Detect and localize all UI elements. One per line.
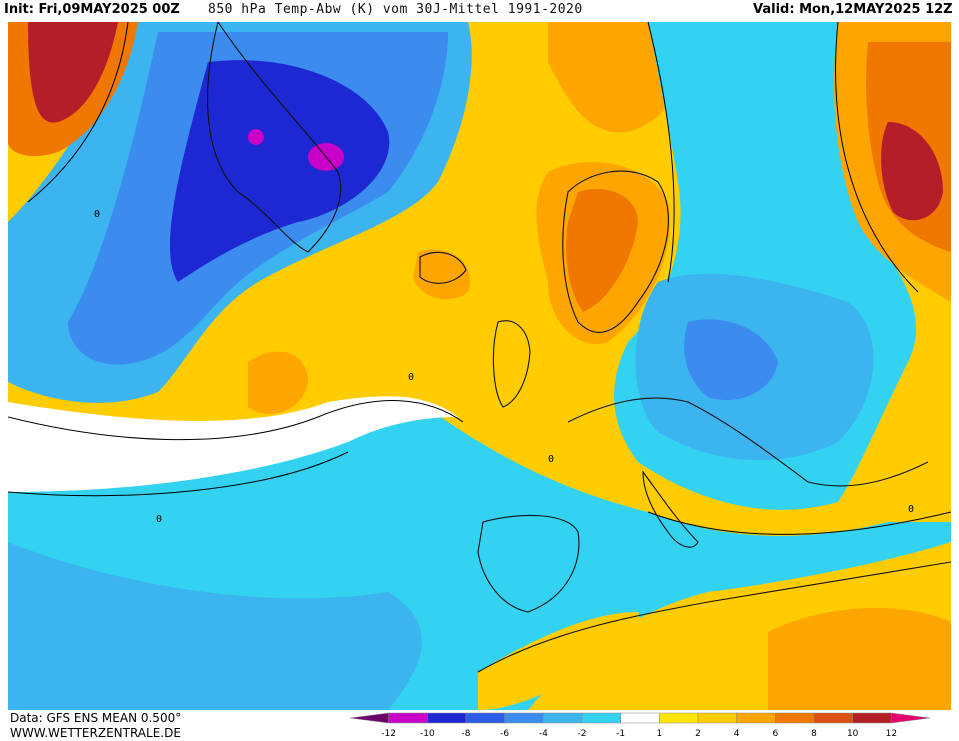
- legend-color-box: [543, 712, 583, 724]
- legend-color-box: [891, 712, 931, 724]
- contour-line: [8, 451, 349, 497]
- contour-label: 0: [408, 372, 414, 383]
- legend-tick-label: 12: [886, 729, 897, 739]
- contour-label: 0: [94, 209, 100, 220]
- legend-color-box: [504, 712, 544, 724]
- map-header: Init: Fri,09MAY2025 00Z 850 hPa Temp-Abw…: [0, 0, 959, 22]
- iberia-coast: [477, 514, 580, 613]
- scandinavia-coast: [562, 170, 669, 333]
- legend-color-box: [581, 712, 621, 724]
- contour-label: 0: [156, 514, 162, 525]
- contour-line: [647, 22, 675, 283]
- legend-tick-label: -10: [420, 729, 435, 739]
- map-footer: Data: GFS ENS MEAN 0.500° WWW.WETTERZENT…: [0, 710, 959, 741]
- anomaly-area-warmer-scandinavia: [566, 188, 638, 312]
- anomaly-area-neutral-band: [8, 396, 458, 492]
- valid-time: Valid: Mon,12MAY2025 12Z: [753, 2, 953, 17]
- legend-tick-label: 1: [656, 729, 662, 739]
- legend-tick-label: 8: [811, 729, 817, 739]
- iceland-coast: [419, 251, 467, 284]
- legend-color-box: [620, 712, 660, 724]
- anomaly-area-coldest-europe: [684, 319, 778, 401]
- legend-color-box: [427, 712, 467, 724]
- temperature-anomaly-map: 0 0 0 0 0: [8, 22, 951, 710]
- anomaly-area-warm-iceland: [413, 249, 470, 300]
- legend-color-box: [736, 712, 776, 724]
- anomaly-area-hot-east: [881, 122, 943, 221]
- contour-label: 0: [908, 504, 914, 515]
- anomaly-area-warm-atlantic: [248, 351, 308, 414]
- north-africa-coast: [477, 561, 951, 673]
- coastlines: [207, 22, 951, 673]
- legend-tick-label: -8: [462, 729, 471, 739]
- anomaly-area-warmer-africa: [768, 608, 951, 710]
- legend-tick-label: 4: [734, 729, 740, 739]
- legend-tick-label: -1: [616, 729, 625, 739]
- legend-tick-label: 6: [772, 729, 778, 739]
- contour-line: [27, 22, 129, 203]
- legend-color-box: [349, 712, 389, 724]
- contour-labels: 0 0 0 0 0: [94, 209, 914, 525]
- legend-color-box: [659, 712, 699, 724]
- greenland-coast: [207, 22, 342, 253]
- map-title: 850 hPa Temp-Abw (K) vom 30J-Mittel 1991…: [208, 2, 583, 17]
- data-source: Data: GFS ENS MEAN 0.500°: [10, 711, 182, 725]
- british-isles-coast: [492, 320, 531, 408]
- anomaly-area-coldest-greenland: [169, 60, 390, 282]
- legend-tick-label: -4: [539, 729, 548, 739]
- legend-tick-label: -2: [578, 729, 587, 739]
- legend-color-box: [465, 712, 505, 724]
- legend-color-box: [697, 712, 737, 724]
- legend-tick-label: 10: [847, 729, 859, 739]
- contour-label: 0: [548, 454, 554, 465]
- legend-color-box: [775, 712, 815, 724]
- contour-line: [835, 22, 919, 293]
- contour-line: [8, 400, 464, 441]
- italy-coast: [642, 470, 699, 548]
- legend-tick-label: 2: [695, 729, 701, 739]
- legend-color-box: [813, 712, 853, 724]
- init-time: Init: Fri,09MAY2025 00Z: [4, 2, 180, 17]
- anomaly-area-cold-atlantic-inner: [8, 542, 422, 710]
- website-label: WWW.WETTERZENTRALE.DE: [10, 726, 181, 740]
- legend-color-box: [388, 712, 428, 724]
- anomaly-area-hot-nw: [28, 22, 118, 123]
- anomaly-area-warm-n-africa: [478, 612, 640, 710]
- legend-color-box: [852, 712, 892, 724]
- legend-tick-label: -6: [500, 729, 509, 739]
- color-legend: -12 -10 -8 -6 -4 -2 -1 1 2 4 6 8 10 12: [349, 712, 931, 739]
- anomaly-area-extreme-cold-2: [248, 129, 264, 145]
- legend-tick-label: -12: [381, 729, 396, 739]
- europe-coast: [567, 397, 929, 487]
